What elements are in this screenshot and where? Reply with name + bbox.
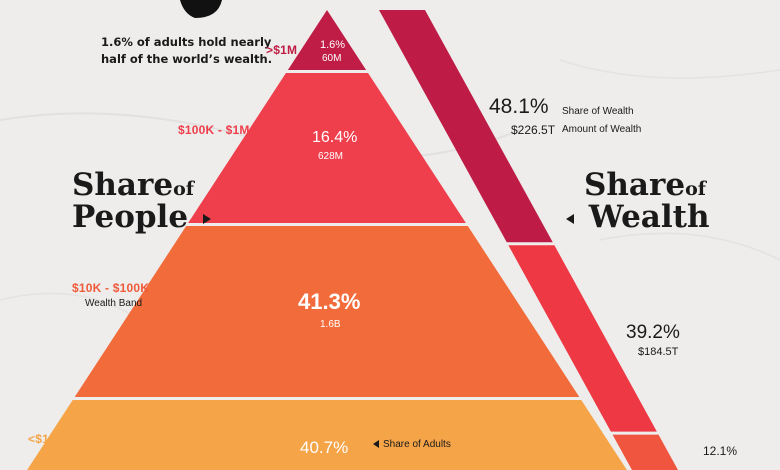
pyramid-segment-upper — [188, 73, 466, 223]
people-title-people: People — [72, 199, 189, 235]
people-title-line1: Shareof — [72, 170, 194, 201]
share-adults-middle: 41.3% — [298, 289, 361, 314]
share-adults-bottom: 40.7% — [300, 438, 349, 457]
people-title-of: of — [173, 178, 194, 200]
amount-of-wealth-caption: Amount of Wealth — [562, 124, 642, 135]
pyramid-segment-middle — [74, 226, 580, 397]
band-label-bottom: <$10K — [28, 432, 65, 446]
note-line2: half of the world’s wealth. — [101, 52, 273, 66]
share-wealth-middle: 12.1% — [703, 444, 738, 458]
band-label-middle: $10K - $100K — [72, 281, 150, 295]
note-line1: 1.6% of adults hold nearly — [101, 35, 272, 49]
adults-upper: 628M — [318, 151, 344, 162]
people-title-share: Share — [72, 167, 174, 203]
arrow-left-small-icon — [373, 440, 379, 449]
amount-wealth-upper: $184.5T — [638, 346, 679, 358]
wealth-title-share: Share — [584, 167, 686, 203]
share-adults-top: 1.6% — [320, 39, 346, 51]
share-wealth-top: 48.1% — [489, 95, 549, 118]
wealth-title-of: of — [685, 178, 706, 200]
share-of-adults-caption: Share of Adults — [373, 440, 451, 450]
wealth-title-line1: Shareof — [584, 170, 706, 201]
arrow-right-icon — [202, 213, 211, 224]
share-adults-upper: 16.4% — [312, 129, 358, 146]
arrow-left-icon — [566, 213, 574, 224]
adults-top: 60M — [322, 53, 342, 64]
pyramid-segment-top — [287, 10, 367, 70]
pyramid-segment-bottom — [27, 400, 627, 470]
wealth-ribbon-top — [379, 10, 553, 243]
people-title-line2: People — [72, 202, 211, 233]
band-label-upper: $100K - $1M — [178, 123, 250, 137]
share-wealth-upper: 39.2% — [626, 322, 680, 343]
share-of-adults-text: Share of Adults — [383, 439, 451, 450]
wealth-title-wealth: Wealth — [588, 199, 710, 235]
adults-middle: 1.6B — [320, 319, 341, 330]
band-label-top: >$1M — [266, 43, 298, 57]
wealth-ribbon-middle — [612, 434, 678, 470]
wealth-title-line2: Wealth — [566, 202, 710, 233]
share-of-wealth-caption: Share of Wealth — [562, 106, 634, 117]
amount-wealth-top: $226.5T — [511, 123, 556, 137]
wealth-band-caption: Wealth Band — [85, 298, 143, 309]
wealth-ribbon-upper — [508, 245, 657, 432]
